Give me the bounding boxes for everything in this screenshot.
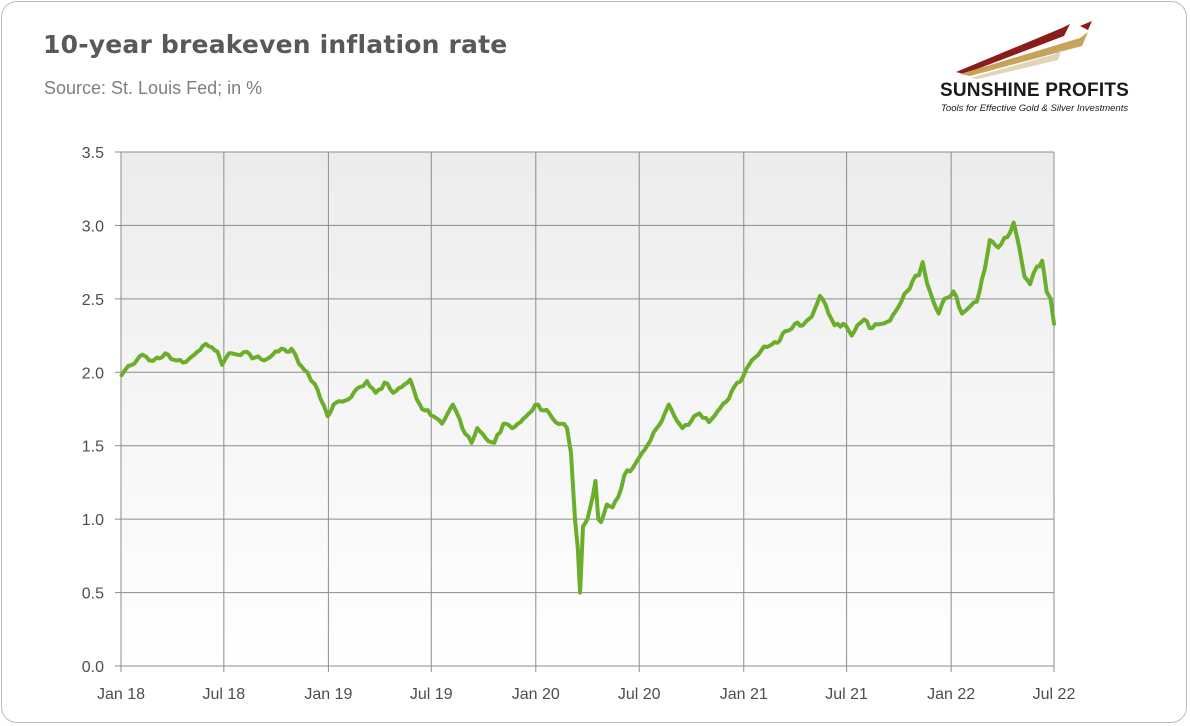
- logo-tagline: Tools for Effective Gold & Silver Invest…: [941, 103, 1129, 114]
- sunshine-profits-logo-icon: [956, 21, 1092, 79]
- y-tick-label: 2.5: [82, 292, 104, 309]
- x-tick-label: Jan 18: [97, 686, 145, 703]
- x-tick-label: Jan 20: [512, 686, 560, 703]
- x-tick-label: Jul 20: [618, 686, 661, 703]
- y-tick-label: 2.0: [82, 365, 104, 382]
- x-tick-label: Jan 21: [720, 686, 768, 703]
- x-tick-label: Jul 21: [825, 686, 868, 703]
- plot-area: [121, 152, 1054, 666]
- x-tick-label: Jan 22: [927, 686, 975, 703]
- series-line: [119, 220, 1056, 595]
- y-tick-label: 1.5: [82, 439, 104, 456]
- x-tick-label: Jan 19: [304, 686, 352, 703]
- x-tick-label: Jul 18: [202, 686, 245, 703]
- axes: 0.0 0.5 1.0 1.5 2.0 2.5 3.0 3.5 Jan 18 Jul 18 Jan …: [82, 145, 1076, 703]
- chart-subtitle: Source: St. Louis Fed; in %: [44, 78, 263, 98]
- y-tick-label: 0.0: [82, 659, 104, 676]
- x-tick-label: Jul 19: [410, 686, 453, 703]
- y-tick-label: 3.0: [82, 218, 104, 235]
- y-tick-label: 0.5: [82, 586, 104, 603]
- logo-name: SUNSHINE PROFITS: [940, 80, 1129, 101]
- y-tick-label: 3.5: [82, 145, 104, 162]
- x-tick-label: Jul 22: [1033, 686, 1076, 703]
- y-tick-label: 1.0: [82, 512, 104, 529]
- series-layer: [119, 220, 1056, 595]
- chart-title: 10-year breakeven inflation rate: [43, 30, 508, 59]
